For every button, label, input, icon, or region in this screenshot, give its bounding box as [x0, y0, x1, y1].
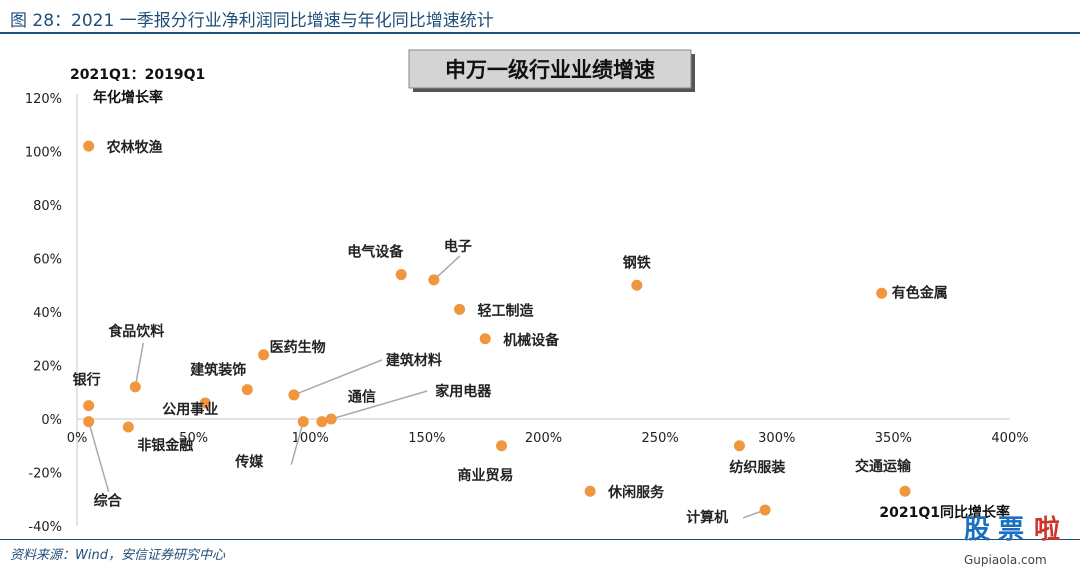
y-tick-label: 20% [33, 360, 62, 375]
point-label: 计算机 [686, 509, 728, 526]
leader-line [433, 255, 461, 281]
point-label: 银行 [73, 372, 101, 389]
x-tick-label: 50% [179, 431, 208, 446]
point-label: 医药生物 [270, 339, 326, 356]
watermark-char-1: 股 [964, 515, 991, 545]
leader-lines [87, 255, 766, 519]
leader-line [293, 359, 383, 396]
data-point [325, 413, 337, 425]
y-tick-label: -40% [28, 520, 62, 535]
data-point [288, 389, 300, 401]
source-note: 资料来源：Wind，安信证券研究中心 [10, 548, 225, 563]
data-point [241, 384, 253, 396]
watermark-char-3: 啦 [1034, 515, 1061, 545]
x-tick-label: 400% [991, 431, 1028, 446]
y-tick-label: 80% [33, 199, 62, 214]
leader-line [331, 390, 428, 420]
point-label: 机械设备 [503, 332, 560, 349]
point-label: 农林牧渔 [106, 139, 163, 156]
data-point [83, 400, 95, 412]
chart-titles: 申万一级行业业绩增速 2021Q1：2019Q1 年化增长率 2021Q1同比增长率 [70, 49, 1010, 521]
data-point [479, 333, 491, 345]
data-point [899, 485, 911, 497]
point-label: 建筑装饰 [190, 362, 246, 379]
data-point [258, 349, 270, 361]
watermark-char-2: 票 [998, 515, 1025, 545]
y-tick-label: 120% [25, 92, 62, 107]
x-tick-label: 300% [758, 431, 795, 446]
point-label: 电子 [444, 238, 472, 255]
axes: -40% -20% 0% 20% 40% 60% 80% 100% 120% 0% 50% 100% 1… [25, 92, 1029, 535]
leader-line [134, 342, 145, 388]
point-label: 公用事业 [162, 401, 218, 418]
data-point [83, 140, 95, 152]
x-tick-label: 150% [408, 431, 445, 446]
data-point [876, 287, 888, 299]
point-label: 食品饮料 [108, 323, 164, 340]
data-point [122, 421, 134, 433]
x-tick-label: 100% [292, 431, 329, 446]
data-points [83, 140, 911, 516]
data-point [297, 416, 309, 428]
y-tick-label: 40% [33, 306, 62, 321]
y-tick-label: 0% [41, 413, 62, 428]
x-tick-label: 0% [67, 431, 88, 446]
chart-title: 申万一级行业业绩增速 [445, 58, 655, 82]
point-label: 家用电器 [435, 383, 492, 400]
point-label: 商业贸易 [458, 467, 514, 484]
x-tick-label: 200% [525, 431, 562, 446]
x-tick-label: 250% [642, 431, 679, 446]
point-label: 非银金融 [137, 437, 193, 454]
point-label: 纺织服装 [729, 459, 786, 476]
data-point [83, 416, 95, 428]
data-point [733, 440, 745, 452]
y-tick-label: 100% [25, 146, 62, 161]
data-point [496, 440, 508, 452]
point-label: 钢铁 [623, 254, 651, 271]
point-label: 交通运输 [855, 458, 912, 475]
x-axis-label: 2021Q1同比增长率 [879, 504, 1010, 521]
point-label: 建筑材料 [386, 352, 442, 369]
leader-line [87, 421, 110, 492]
point-label: 综合 [94, 493, 123, 510]
source-rule [0, 539, 1080, 540]
point-label: 休闲服务 [607, 484, 665, 501]
data-point [395, 269, 407, 281]
data-point [316, 416, 328, 428]
y-tick-label: -20% [28, 467, 62, 482]
data-point [584, 485, 596, 497]
data-point [199, 397, 211, 409]
point-label: 有色金属 [892, 284, 948, 301]
y-axis-label-line2: 年化增长率 [93, 89, 163, 106]
data-point [454, 303, 466, 315]
data-point [428, 274, 440, 286]
leader-line [290, 421, 304, 465]
data-point [759, 504, 771, 516]
x-tick-label: 350% [875, 431, 912, 446]
chart-title-box [408, 49, 692, 89]
watermark-url: Gupiaola.com [964, 553, 1047, 567]
point-label: 电气设备 [347, 244, 404, 261]
data-point [129, 381, 141, 393]
data-point [631, 279, 643, 291]
y-axis-label-line1: 2021Q1：2019Q1 [70, 67, 205, 83]
point-label: 传媒 [234, 454, 264, 471]
title-rule [0, 32, 1080, 34]
watermark-logo: 股 票 啦 [962, 514, 1074, 554]
figure-title: 图 28：2021 一季报分行业净利润同比增速与年化同比增速统计 [10, 11, 494, 31]
scatter-chart: -40% -20% 0% 20% 40% 60% 80% 100% 120% 0% 50% 100% 1… [25, 49, 1029, 535]
point-label: 轻工制造 [478, 302, 534, 319]
point-label: 通信 [348, 389, 376, 406]
y-tick-label: 60% [33, 253, 62, 268]
